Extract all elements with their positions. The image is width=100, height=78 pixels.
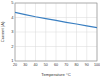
x-tick-label: 30: [23, 63, 27, 67]
x-axis-label: Temperature °C: [41, 72, 70, 77]
chart: 123452030405060708090100Temperature °CCu…: [0, 0, 100, 78]
x-grid-line: [86, 3, 87, 61]
x-tick-label: 60: [54, 63, 58, 67]
x-tick-label: 90: [85, 63, 89, 67]
x-grid-line: [25, 3, 26, 61]
y-axis-label: Current (A): [0, 21, 5, 42]
x-tick-label: 70: [64, 63, 68, 67]
x-tick-label: 20: [13, 63, 17, 67]
y-tick-label: 3: [11, 29, 14, 34]
x-tick-label: 80: [75, 63, 79, 67]
y-tick-label: 4: [11, 15, 14, 20]
x-grid-line: [76, 3, 77, 61]
x-grid-line: [35, 3, 36, 61]
x-grid-line: [56, 3, 57, 61]
chart-container: 123452030405060708090100Temperature °CCu…: [0, 0, 100, 78]
x-grid-line: [45, 3, 46, 61]
x-tick-label: 50: [44, 63, 48, 67]
y-tick-label: 5: [11, 0, 14, 5]
plot-frame: [15, 3, 97, 61]
x-tick-label: 40: [34, 63, 38, 67]
series-group: [15, 12, 97, 27]
x-tick-label: 100: [94, 63, 100, 67]
x-grid-line: [66, 3, 67, 61]
series-line: [15, 12, 97, 27]
y-tick-label: 2: [11, 44, 14, 49]
